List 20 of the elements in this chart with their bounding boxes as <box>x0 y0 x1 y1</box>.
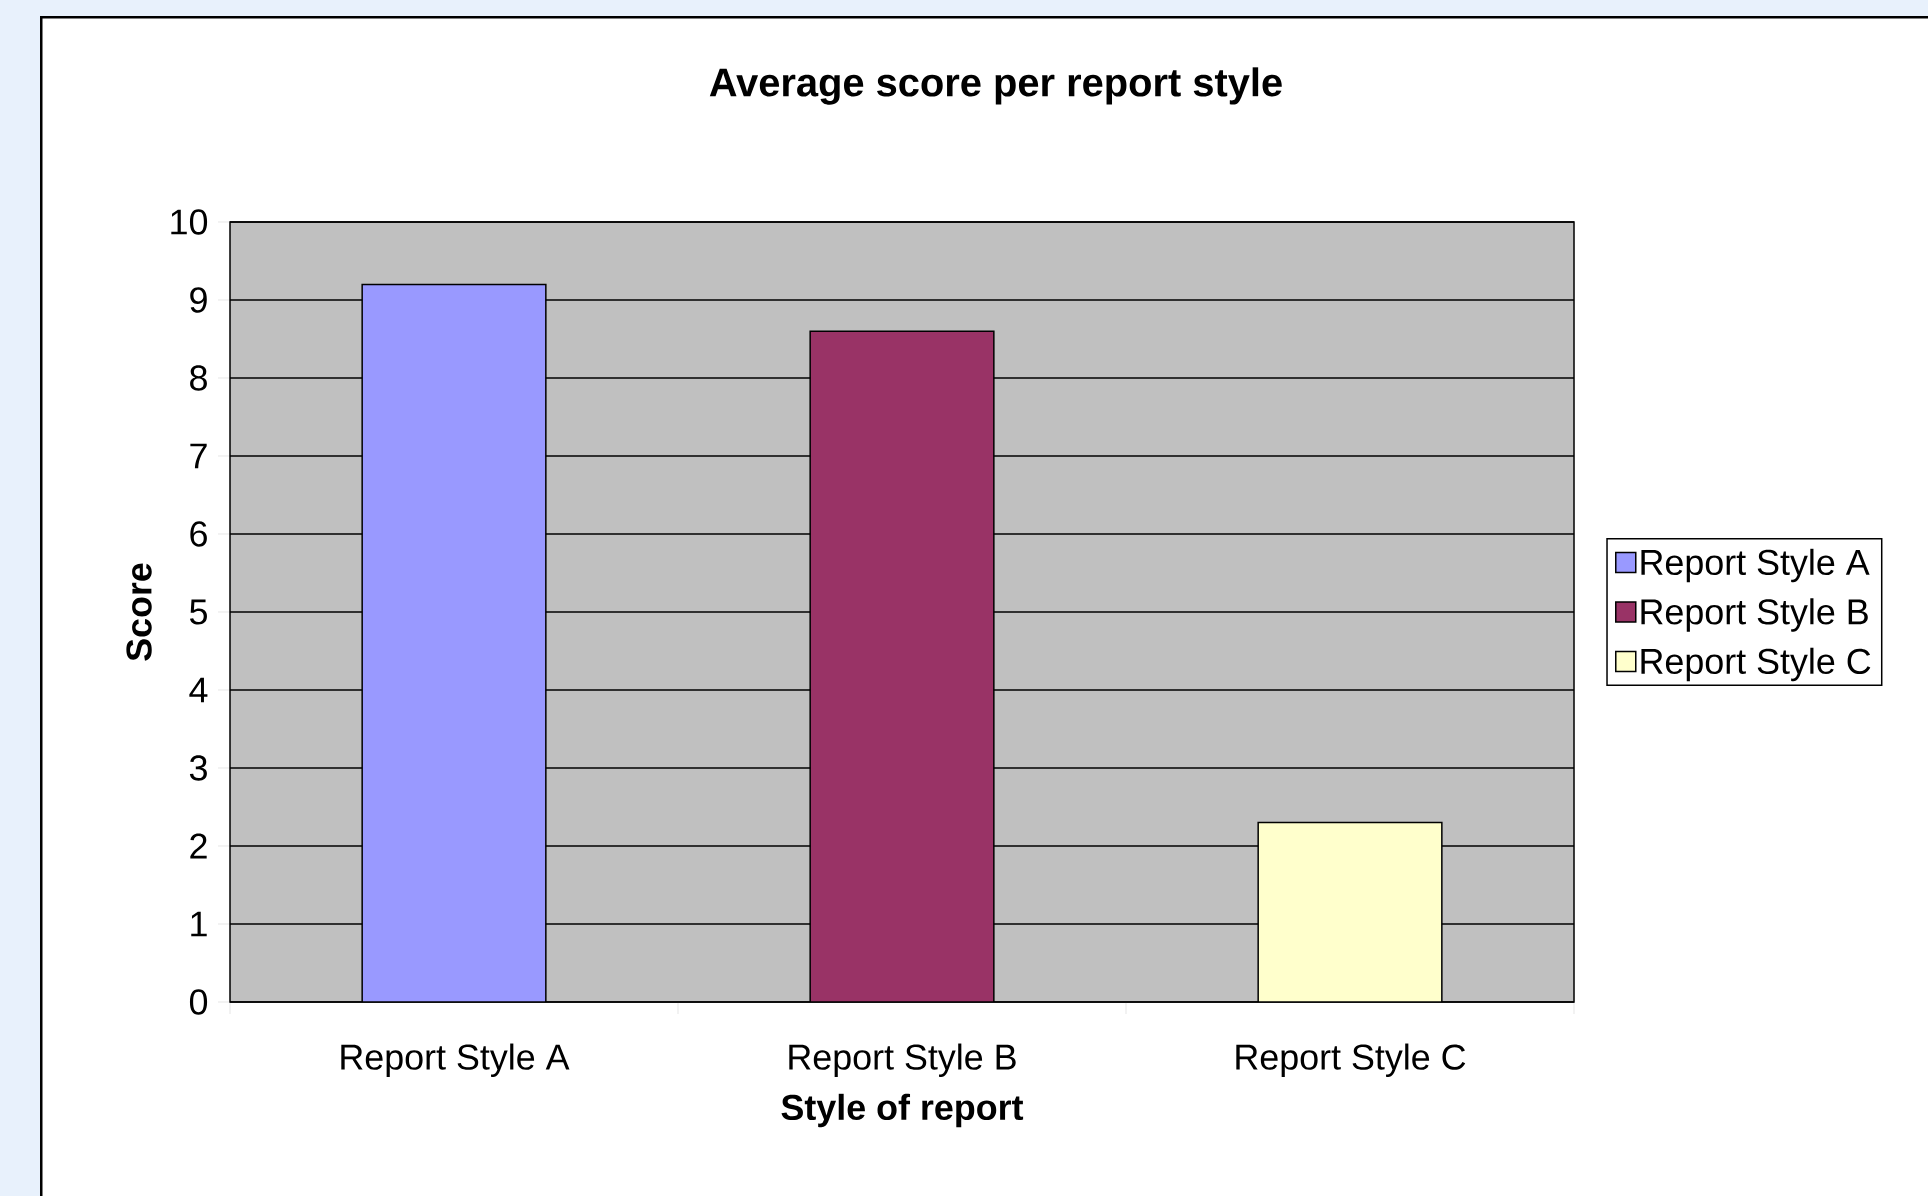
legend-label: Report Style A <box>1641 548 1870 583</box>
y-tick-label: 10 <box>171 209 208 235</box>
y-axis-title: Score <box>126 563 152 661</box>
y-tick-label: 4 <box>189 677 208 703</box>
y-tick-label: 0 <box>189 989 208 1015</box>
chart-title: Average score per report style <box>709 67 1282 105</box>
y-tick-label: 8 <box>190 365 207 391</box>
y-tick-label: 7 <box>190 443 207 469</box>
y-tick-label: 1 <box>191 911 207 937</box>
y-tick-label: 6 <box>190 521 207 547</box>
legend-label: Report Style B <box>1641 598 1868 632</box>
y-tick-label: 5 <box>189 599 207 625</box>
x-tick-label: Report Style A <box>341 1043 570 1077</box>
legend-label: Report Style C <box>1641 647 1871 682</box>
y-tick-label: 2 <box>190 833 207 859</box>
y-tick-label: 3 <box>189 755 207 781</box>
x-tick-label: Report Style B <box>789 1043 1016 1077</box>
x-axis-title: Style of report <box>781 1093 1024 1128</box>
x-tick-label: Report Style C <box>1236 1043 1466 1077</box>
y-tick-label: 9 <box>190 287 207 313</box>
